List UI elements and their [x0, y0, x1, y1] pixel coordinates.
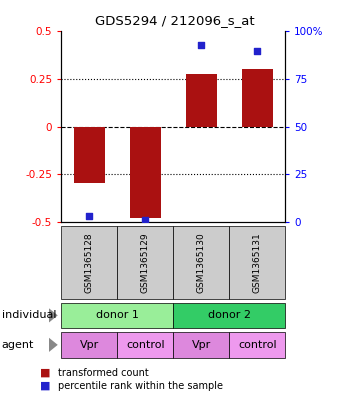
Text: GSM1365128: GSM1365128: [85, 232, 94, 293]
Point: [254, 48, 260, 54]
Bar: [186, 74, 217, 127]
Text: GDS5294 / 212096_s_at: GDS5294 / 212096_s_at: [95, 14, 255, 27]
Text: ■: ■: [40, 381, 51, 391]
Bar: [130, 127, 161, 218]
Text: donor 1: donor 1: [96, 310, 139, 320]
Text: Vpr: Vpr: [80, 340, 99, 350]
Point: [86, 213, 92, 219]
Point: [142, 217, 148, 223]
Text: donor 2: donor 2: [208, 310, 251, 320]
Text: ■: ■: [40, 367, 51, 378]
Text: control: control: [238, 340, 276, 350]
Text: Vpr: Vpr: [191, 340, 211, 350]
Text: GSM1365131: GSM1365131: [253, 232, 262, 293]
Text: transformed count: transformed count: [58, 367, 148, 378]
Text: agent: agent: [2, 340, 34, 350]
Text: GSM1365129: GSM1365129: [141, 232, 150, 293]
Bar: [242, 69, 273, 127]
Text: control: control: [126, 340, 164, 350]
Text: percentile rank within the sample: percentile rank within the sample: [58, 381, 223, 391]
Bar: [74, 127, 105, 183]
Text: individual: individual: [2, 310, 56, 320]
Text: GSM1365130: GSM1365130: [197, 232, 206, 293]
Point: [198, 42, 204, 48]
